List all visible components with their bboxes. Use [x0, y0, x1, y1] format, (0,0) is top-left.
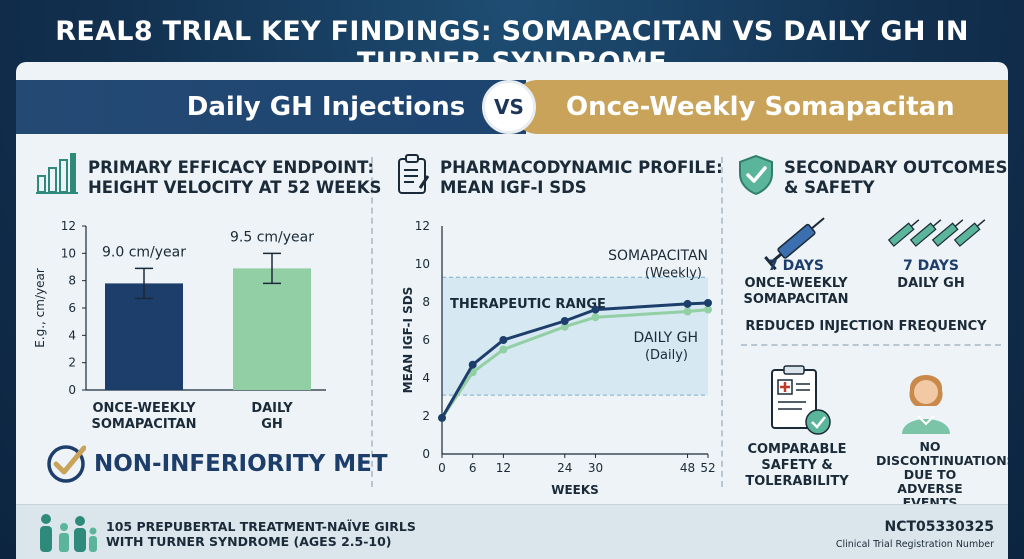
safety-label-line1: COMPARABLE	[747, 442, 847, 457]
section1-title-line2: HEIGHT VELOCITY AT 52 WEEKS	[88, 178, 382, 197]
section2-title-line2: MEAN IGF-I SDS	[440, 178, 587, 197]
y-axis-title: MEAN IGF-I SDS	[401, 287, 415, 394]
therapeutic-range-band	[442, 277, 708, 396]
freq-left-label-line1: ONCE-WEEKLY	[744, 276, 848, 291]
x-tick-label: 48	[680, 461, 695, 475]
y-tick-label: 6	[422, 333, 430, 347]
population-line2: WITH TURNER SYNDROME (AGES 2.5-10)	[106, 534, 392, 549]
safety-label-line3: TOLERABILITY	[745, 474, 849, 489]
series-point	[438, 413, 446, 422]
x-tick-label: 24	[557, 461, 572, 475]
y-tick-label: 8	[422, 295, 430, 309]
population-text: 105 PREPUBERTAL TREATMENT-NAÏVE GIRLS WI…	[106, 519, 416, 549]
disc-label-line2: DISCONTINUATIONS	[876, 453, 1008, 468]
safety-label-line2: SAFETY &	[761, 458, 833, 473]
x-category-label: GH	[261, 417, 283, 432]
freq-left-days: 7 DAYS	[768, 258, 824, 274]
y-tick-label: 12	[415, 219, 430, 233]
series-sublabel-daily-gh: (Daily)	[645, 348, 688, 363]
x-tick-label: 30	[588, 461, 603, 475]
freq-right-days: 7 DAYS	[903, 258, 959, 274]
freq-caption: REDUCED INJECTION FREQUENCY	[745, 319, 987, 334]
y-tick-label: 0	[68, 383, 76, 397]
section3-title-line1: SECONDARY OUTCOMES	[784, 158, 1008, 177]
nct-caption: Clinical Trial Registration Number	[835, 539, 994, 550]
vs-badge: VS	[482, 80, 536, 134]
bar-chart-icon	[36, 153, 78, 194]
non-inferiority-verdict: NON-INFERIORITY MET	[46, 444, 388, 484]
bar	[105, 283, 183, 390]
x-axis-title: WEEKS	[551, 483, 599, 497]
section3-title-line2: & SAFETY	[784, 178, 875, 197]
population-line1: 105 PREPUBERTAL TREATMENT-NAÏVE GIRLS	[106, 519, 416, 534]
x-tick-label: 12	[496, 461, 511, 475]
content-panel: Daily GH Injections Once-Weekly Somapaci…	[16, 62, 1008, 559]
section1-title-line1: PRIMARY EFFICACY ENDPOINT:	[88, 158, 375, 177]
daily-gh-banner: Daily GH Injections	[16, 80, 526, 134]
freq-left-label: ONCE-WEEKLY SOMAPACITAN	[736, 276, 856, 308]
series-point	[704, 298, 712, 307]
safety-label: COMPARABLE SAFETY & TOLERABILITY	[736, 442, 858, 490]
band-label: THERAPEUTIC RANGE	[450, 297, 606, 312]
series-point	[591, 305, 600, 314]
bar	[233, 268, 311, 390]
series-point	[683, 299, 692, 308]
disc-label-line1: NO	[919, 439, 941, 454]
series-point	[468, 360, 477, 369]
y-tick-label: 2	[422, 409, 430, 423]
comparison-bar: Daily GH Injections Once-Weekly Somapaci…	[16, 80, 1008, 134]
section2-title-line1: PHARMACODYNAMIC PROFILE:	[440, 158, 723, 177]
patient-avatar-icon	[902, 375, 950, 434]
freq-right-label: DAILY GH	[897, 276, 965, 291]
y-tick-label: 6	[68, 301, 76, 315]
section-divider	[371, 157, 373, 487]
x-category-label: ONCE-WEEKLY	[92, 401, 196, 416]
checkmark-icon	[47, 445, 86, 483]
clipboard-icon	[398, 154, 430, 194]
section-divider	[721, 157, 723, 487]
syringe-icon	[764, 217, 825, 270]
series-point	[499, 336, 508, 344]
verdict-text: NON-INFERIORITY MET	[94, 451, 388, 477]
discontinuation-label: NO DISCONTINUATIONS DUE TO ADVERSE EVENT…	[876, 439, 1008, 510]
series-point	[560, 317, 569, 325]
safety-document-icon	[771, 365, 831, 435]
disc-label-line3: DUE TO ADVERSE	[897, 467, 963, 496]
series-point	[560, 322, 569, 331]
y-tick-label: 10	[415, 257, 430, 271]
syringes-icon	[887, 219, 986, 247]
family-icon	[40, 514, 97, 552]
y-axis-title: E.g., cm/year	[33, 268, 47, 348]
y-tick-label: 8	[68, 274, 76, 288]
freq-left-label-line2: SOMAPACITAN	[743, 292, 849, 307]
x-tick-label: 6	[469, 461, 477, 475]
series-point	[683, 307, 692, 316]
x-tick-label: 0	[438, 461, 446, 475]
shield-check-icon	[739, 154, 773, 196]
footer: 105 PREPUBERTAL TREATMENT-NAÏVE GIRLS WI…	[16, 504, 1008, 559]
y-tick-label: 4	[422, 371, 430, 385]
y-tick-label: 12	[61, 219, 76, 233]
series-point	[704, 305, 712, 314]
series-point	[499, 345, 508, 354]
nct-number: NCT05330325	[884, 519, 994, 535]
height-velocity-bar-chart: 0 2 4 6 8 10 12 E.g., cm/year 9.0 cm/year ONCE-WE…	[33, 219, 326, 432]
y-tick-label: 0	[422, 447, 430, 461]
y-tick-label: 10	[61, 246, 76, 260]
data-label: 9.0 cm/year	[102, 244, 186, 260]
x-category-label: SOMAPACITAN	[92, 417, 197, 432]
x-category-label: DAILY	[251, 401, 293, 416]
x-tick-label: 52	[700, 461, 715, 475]
series-point	[591, 313, 600, 322]
section3-divider	[741, 344, 1001, 346]
series-sublabel-somapacitan: (Weekly)	[645, 266, 702, 281]
series-label-somapacitan: SOMAPACITAN	[608, 248, 708, 264]
somapacitan-banner: Once-Weekly Somapacitan	[511, 80, 1008, 134]
series-label-daily-gh: DAILY GH	[633, 330, 698, 346]
y-tick-label: 2	[68, 356, 76, 370]
data-label: 9.5 cm/year	[230, 229, 314, 245]
y-tick-label: 4	[68, 328, 76, 342]
